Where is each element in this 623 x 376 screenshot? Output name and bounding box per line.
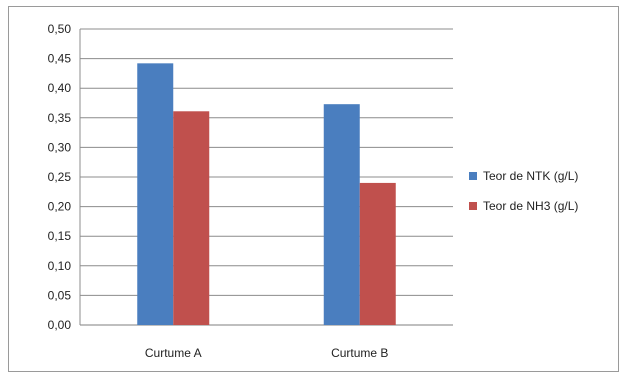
chart-frame bbox=[8, 6, 619, 372]
y-tick-label: 0,50 bbox=[48, 22, 72, 36]
bar bbox=[137, 63, 174, 325]
legend-swatch bbox=[469, 172, 477, 180]
y-tick-label: 0,15 bbox=[48, 229, 72, 243]
gridlines bbox=[79, 28, 453, 326]
y-tick-label: 0,35 bbox=[48, 111, 72, 125]
y-tick-label: 0,40 bbox=[48, 81, 72, 95]
x-category-label: Curtume B bbox=[331, 346, 388, 360]
bar bbox=[173, 111, 210, 326]
y-tick-label: 0,25 bbox=[48, 170, 72, 184]
x-category-label: Curtume A bbox=[145, 346, 202, 360]
bar bbox=[359, 182, 396, 325]
y-axis-tick-labels: 0,00 0,05 0,10 0,15 0,20 0,25 0,30 0,35 0,40 0,45… bbox=[48, 22, 72, 332]
y-tick-label: 0,05 bbox=[48, 288, 72, 302]
legend: Teor de NTK (g/L) Teor de NH3 (g/L) bbox=[469, 169, 578, 213]
y-tick-label: 0,30 bbox=[48, 140, 72, 154]
legend-label: Teor de NH3 (g/L) bbox=[483, 199, 578, 213]
legend-label: Teor de NTK (g/L) bbox=[483, 169, 578, 183]
y-tick-label: 0,45 bbox=[48, 52, 72, 66]
y-tick-label: 0,00 bbox=[48, 318, 72, 332]
y-tick-label: 0,10 bbox=[48, 259, 72, 273]
bar bbox=[323, 104, 360, 326]
y-tick-label: 0,20 bbox=[48, 200, 72, 214]
legend-swatch bbox=[469, 202, 477, 210]
x-axis-category-labels: Curtume A Curtume B bbox=[145, 346, 389, 360]
bars bbox=[137, 63, 396, 326]
